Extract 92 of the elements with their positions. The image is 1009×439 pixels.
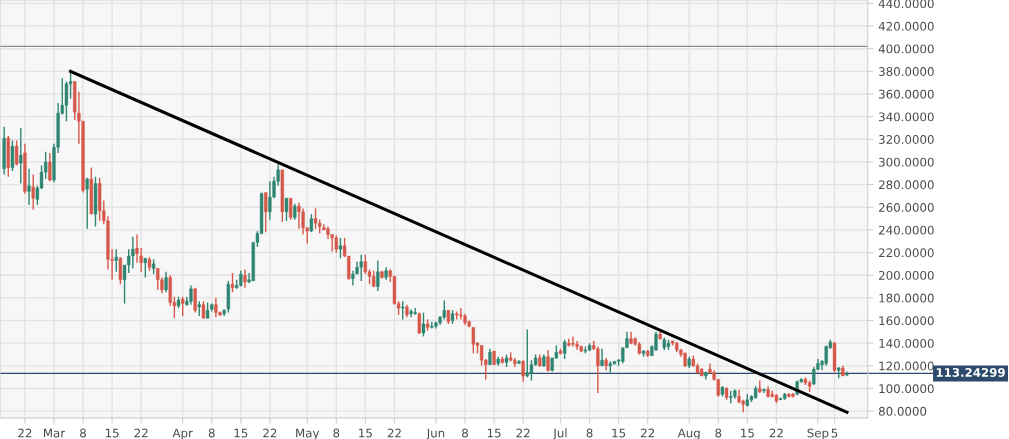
- candlestick: [189, 284, 193, 306]
- candlestick: [193, 286, 197, 314]
- y-tick-label: 360.0000: [879, 89, 934, 99]
- candlestick: [359, 254, 363, 282]
- x-tick-label: 15: [612, 428, 626, 438]
- candlestick: [214, 297, 218, 318]
- candlestick: [421, 311, 426, 338]
- y-tick-label: 260.0000: [879, 202, 934, 212]
- y-tick-label: 420.0000: [878, 21, 934, 31]
- y-tick-label: 300.0000: [879, 157, 934, 167]
- y-tick-label: 320.0000: [879, 135, 934, 144]
- x-tick-label: Mar: [44, 428, 66, 438]
- candlestick: [762, 387, 766, 394]
- candlestick: [164, 271, 168, 293]
- candlestick: [131, 236, 135, 270]
- candlestick: [31, 173, 35, 211]
- x-tick-label: 22: [387, 428, 401, 438]
- x-tick-label: 8: [715, 428, 722, 438]
- y-tick-label: 240.0000: [879, 225, 934, 235]
- x-tick-label: 8: [208, 428, 215, 438]
- x-tick-label: 5: [831, 428, 838, 438]
- ref-line-label: 113.24299: [936, 367, 1005, 377]
- x-tick-label: 8: [462, 428, 468, 438]
- x-tick-label: 15: [359, 428, 372, 438]
- candlestick: [521, 359, 525, 383]
- candlestick: [10, 139, 15, 172]
- candlestick: [413, 307, 417, 316]
- candlestick: [567, 337, 571, 348]
- candlestick: [409, 308, 413, 318]
- candlestick: [571, 335, 575, 348]
- y-tick-label: 220.0000: [879, 248, 934, 258]
- y-tick-label: 180.0000: [879, 293, 934, 303]
- candlestick: [284, 197, 289, 222]
- candlestick: [156, 267, 160, 291]
- candlestick: [363, 254, 368, 275]
- y-tick-label: 100.0000: [879, 384, 934, 394]
- candlestick: [288, 197, 293, 221]
- candlestick: [264, 191, 268, 233]
- y-tick-label: 280.0000: [879, 180, 934, 190]
- x-tick-label: Apr: [172, 428, 193, 439]
- x-tick-label: 22: [516, 428, 530, 438]
- x-tick-label: Jun: [426, 428, 445, 439]
- x-tick-label: 15: [741, 428, 754, 438]
- x-tick-label: May: [296, 428, 320, 439]
- candlestick: [459, 307, 463, 321]
- y-tick-label: 80.0000: [878, 406, 927, 416]
- x-tick-label: Jul: [552, 428, 567, 439]
- y-tick-label: 440.0000: [878, 0, 934, 9]
- candlestick: [114, 248, 118, 273]
- candlestick: [376, 259, 380, 292]
- candlestick: [118, 256, 123, 285]
- candlestick: [301, 207, 305, 236]
- x-tick-label: 15: [234, 428, 248, 438]
- x-tick-label: 22: [134, 428, 148, 438]
- candlestick: [243, 268, 247, 289]
- x-tick-label: 22: [263, 428, 277, 438]
- candlestick: [600, 348, 604, 367]
- y-tick-label: 120.0000: [879, 361, 934, 371]
- candlestick: [85, 177, 89, 230]
- candlestick: [230, 272, 235, 293]
- x-tick-label: 22: [18, 428, 32, 438]
- candlestick: [442, 299, 446, 321]
- y-tick-label: 380.0000: [879, 67, 934, 77]
- candlestick: [143, 257, 147, 279]
- candlestick: [27, 168, 31, 206]
- candlestick: [575, 340, 579, 351]
- y-tick-label: 160.0000: [879, 316, 934, 326]
- candlestick: [401, 300, 405, 321]
- x-tick-label: Aug: [677, 428, 700, 439]
- x-tick-label: 22: [641, 428, 655, 438]
- candlestick: [313, 207, 318, 230]
- candlestick: [824, 344, 828, 367]
- x-tick-label: 15: [487, 428, 501, 438]
- candlestick: [338, 237, 343, 259]
- x-tick-label: Sep: [807, 428, 829, 439]
- x-tick-label: 15: [105, 428, 119, 438]
- candlestick: [562, 339, 567, 360]
- candlestick: [268, 180, 272, 221]
- x-tick-label: 8: [80, 428, 86, 438]
- candlestick: [48, 152, 52, 182]
- candlestick: [181, 296, 185, 317]
- y-tick-label: 340.0000: [879, 112, 934, 122]
- candlestick: [297, 202, 301, 230]
- y-tick-label: 140.0000: [879, 338, 934, 348]
- candlestick: [14, 139, 19, 167]
- y-tick-label: 400.0000: [878, 44, 934, 54]
- x-tick-label: 8: [333, 428, 340, 438]
- candlestick: [596, 345, 600, 394]
- x-tick-label: 22: [769, 428, 783, 438]
- x-tick-label: 8: [586, 428, 593, 438]
- candlestick: [19, 127, 23, 185]
- y-tick-label: 200.0000: [879, 270, 934, 280]
